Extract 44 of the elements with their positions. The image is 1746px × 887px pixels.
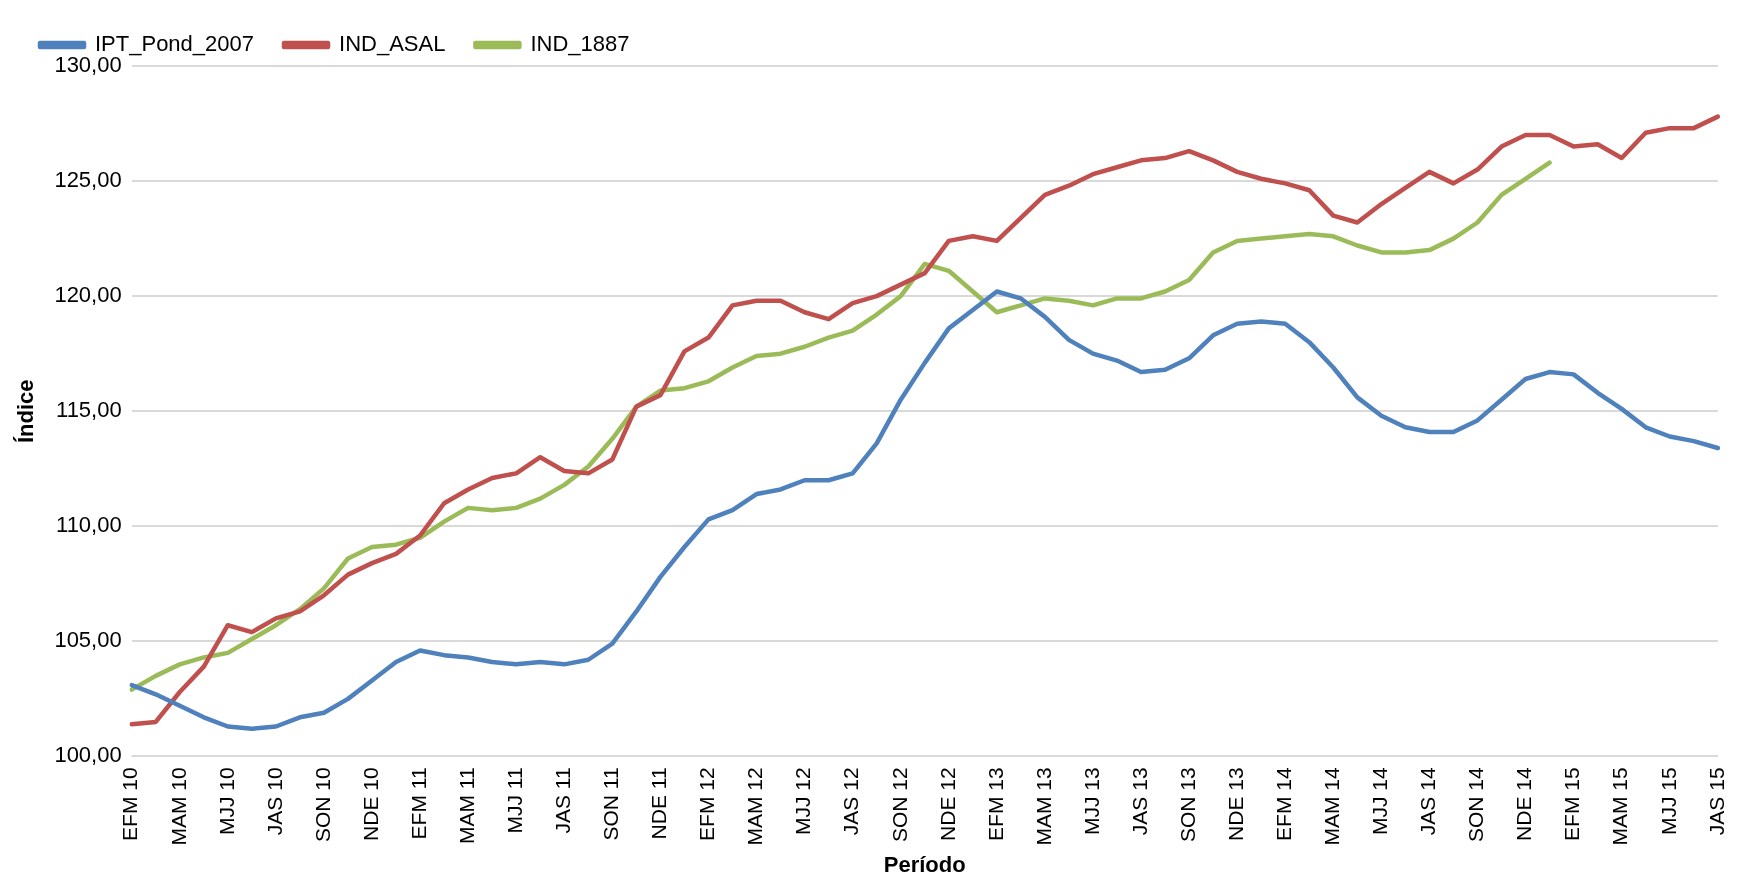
x-tick-label: MAM 15 [1608,767,1632,846]
y-tick-label: 100,00 [54,742,122,768]
x-tick-label: MJJ 10 [214,767,238,836]
x-tick-label: SON 10 [310,767,334,843]
x-tick-label: JAS 14 [1416,767,1440,836]
x-tick-label: JAS 13 [1127,767,1151,836]
legend-label: IND_1887 [530,31,630,57]
x-tick-label: JAS 10 [262,767,286,836]
x-tick-label: EFM 14 [1272,767,1296,841]
x-tick-label: SON 11 [599,767,623,841]
x-tick-label: SON 12 [887,767,911,843]
x-tick-label: MJJ 11 [503,767,526,834]
x-tick-label: MAM 12 [743,767,767,846]
y-axis-title: Índice [13,379,39,443]
x-tick-label: JAS 15 [1704,767,1728,836]
x-tick-label: SON 14 [1464,767,1488,843]
y-tick-label: 115,00 [56,397,122,423]
x-tick-label: EFM 15 [1560,767,1584,841]
y-tick-label: 110,00 [56,512,122,538]
legend-label: IND_ASAL [339,31,446,57]
x-tick-label: SON 13 [1175,767,1199,843]
x-tick-label: NDE 10 [358,767,382,841]
x-tick-label: NDE 12 [935,767,959,841]
x-tick-label: MAM 11 [454,767,478,845]
x-tick-label: NDE 11 [647,767,671,840]
x-tick-label: MJJ 12 [791,767,815,836]
x-tick-label: MAM 10 [166,767,190,846]
x-axis-title: Período [883,851,966,877]
x-tick-label: EFM 10 [118,767,142,841]
y-tick-label: 125,00 [54,167,122,193]
x-tick-label: NDE 14 [1512,767,1536,841]
x-tick-label: MAM 13 [1031,767,1055,846]
x-tick-label: MJJ 14 [1368,767,1392,836]
x-tick-label: MJJ 15 [1656,767,1680,836]
x-tick-label: EFM 11 [406,767,430,840]
x-tick-label: MJJ 13 [1079,767,1103,836]
x-tick-label: EFM 12 [695,767,719,841]
y-tick-label: 105,00 [54,627,122,653]
x-tick-label: JAS 12 [839,767,863,836]
x-tick-label: JAS 11 [551,767,575,834]
x-tick-label: MAM 14 [1320,767,1344,846]
x-tick-label: NDE 13 [1223,767,1247,841]
x-tick-label: EFM 13 [983,767,1007,841]
y-tick-label: 120,00 [54,282,122,308]
